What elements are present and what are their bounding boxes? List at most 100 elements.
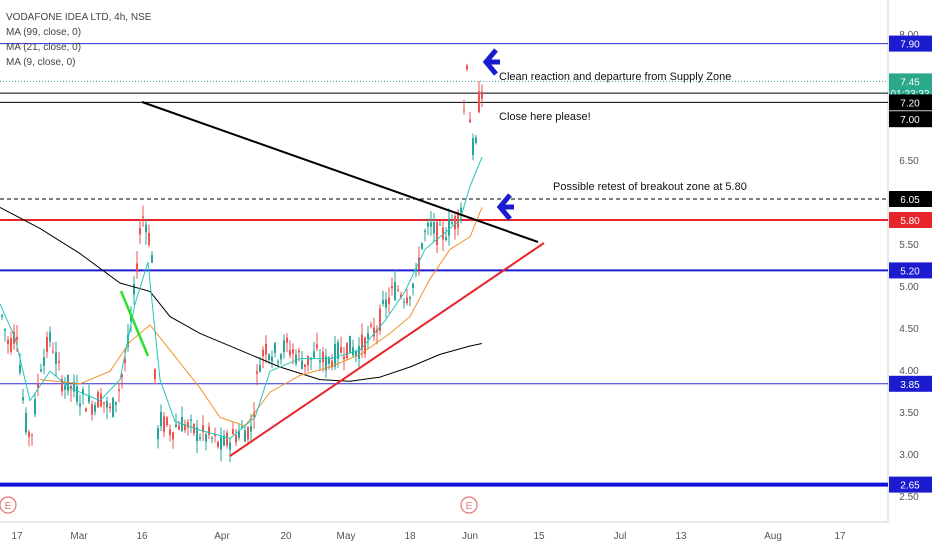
candle-body	[451, 222, 453, 225]
candle-body	[277, 361, 279, 363]
candle-body	[241, 426, 243, 428]
candle-body	[175, 424, 177, 427]
candle-body	[7, 339, 9, 344]
candle-body	[121, 374, 123, 378]
earnings-event-marker[interactable]: E	[460, 496, 478, 514]
candle-body	[4, 329, 6, 331]
time-tick: 17	[11, 531, 23, 542]
price-tick: 4.00	[899, 366, 919, 377]
candle-body	[193, 424, 195, 434]
candle-body	[199, 437, 201, 440]
candle-body	[361, 334, 363, 350]
candle-body	[445, 237, 447, 240]
candle-body	[340, 347, 342, 353]
candle-body	[316, 344, 318, 349]
candle-body	[388, 297, 390, 304]
candle-body	[169, 429, 171, 436]
candle-body	[79, 403, 81, 407]
price-badge-label: 7.00	[900, 115, 920, 126]
candle-body	[454, 215, 456, 230]
candle-body	[436, 222, 438, 246]
price-badge-label: 3.85	[900, 380, 920, 391]
candle-body	[346, 342, 348, 358]
candle-body	[442, 227, 444, 240]
candle-body	[58, 361, 60, 363]
earnings-event-marker[interactable]: E	[0, 496, 17, 514]
descending-trendline[interactable]	[141, 101, 539, 243]
candle-body	[106, 400, 108, 408]
candle-body	[331, 360, 333, 368]
candle-body	[412, 283, 414, 288]
candle-body	[88, 395, 90, 403]
candle-body	[283, 340, 285, 353]
plot-area	[0, 0, 888, 522]
candle-body	[400, 294, 402, 298]
candle-body	[472, 138, 474, 156]
time-tick: 20	[280, 531, 292, 542]
price-tick: 2.50	[899, 492, 919, 503]
time-tick: Mar	[70, 531, 88, 542]
candle-body	[70, 385, 72, 390]
green-trendline[interactable]	[119, 290, 150, 357]
annotation-supply-zone: Clean reaction and departure from Supply…	[499, 71, 731, 83]
candle-body	[469, 119, 471, 123]
price-badge-label: 2.65	[900, 481, 920, 492]
candle-body	[13, 331, 15, 344]
candle-body	[295, 354, 297, 364]
candle-body	[403, 301, 405, 303]
candle-body	[190, 419, 192, 421]
candle-body	[37, 383, 39, 388]
indicator-ma21[interactable]: MA (21, close, 0)	[6, 42, 82, 53]
time-tick: Jul	[614, 531, 627, 542]
moving-averages	[0, 156, 483, 439]
candle-body	[262, 350, 264, 357]
candle-body	[457, 211, 459, 228]
candle-body	[463, 109, 465, 111]
candle-body	[349, 335, 351, 353]
time-tick: Jun	[462, 531, 478, 542]
ma99-line	[0, 206, 483, 382]
candle-body	[154, 368, 156, 380]
candle-body	[43, 357, 45, 366]
symbol-title[interactable]: VODAFONE IDEA LTD, 4h, NSE	[6, 12, 152, 23]
svg-text:E: E	[466, 501, 473, 512]
candle-body	[214, 434, 216, 437]
candle-body	[238, 431, 240, 438]
time-tick: 16	[136, 531, 148, 542]
svg-text:E: E	[5, 501, 12, 512]
candle-body	[217, 441, 219, 448]
candle-body	[46, 336, 48, 352]
candle-body	[334, 343, 336, 367]
candle-body	[355, 350, 357, 356]
candle-body	[40, 369, 42, 372]
price-badge	[889, 111, 932, 128]
candle-body	[112, 397, 114, 417]
price-badge	[889, 375, 932, 392]
candle-body	[205, 434, 207, 442]
time-tick: 13	[675, 531, 687, 542]
price-badge	[889, 476, 932, 493]
time-tick: 15	[533, 531, 545, 542]
candle-body	[292, 349, 294, 354]
time-tick: 17	[834, 531, 846, 542]
candle-body	[367, 333, 369, 340]
price-badge-label: 7.20	[900, 98, 920, 109]
candle-body	[364, 337, 366, 355]
candle-body	[265, 343, 267, 355]
indicator-ma99[interactable]: MA (99, close, 0)	[6, 27, 82, 38]
candle-body	[91, 404, 93, 415]
arrow-left-icon	[482, 48, 500, 76]
candle-body	[433, 222, 435, 234]
candle-body	[322, 351, 324, 363]
price-badge-label: 5.80	[900, 216, 920, 227]
candle-body	[76, 386, 78, 402]
candle-body	[427, 222, 429, 227]
candle-body	[109, 406, 111, 409]
indicator-ma9[interactable]: MA (9, close, 0)	[6, 57, 76, 68]
candle-body	[475, 137, 477, 143]
candle-body	[178, 425, 180, 430]
candle-body	[85, 408, 87, 412]
price-tick: 4.50	[899, 324, 919, 335]
ascending-trendline[interactable]	[229, 242, 545, 457]
